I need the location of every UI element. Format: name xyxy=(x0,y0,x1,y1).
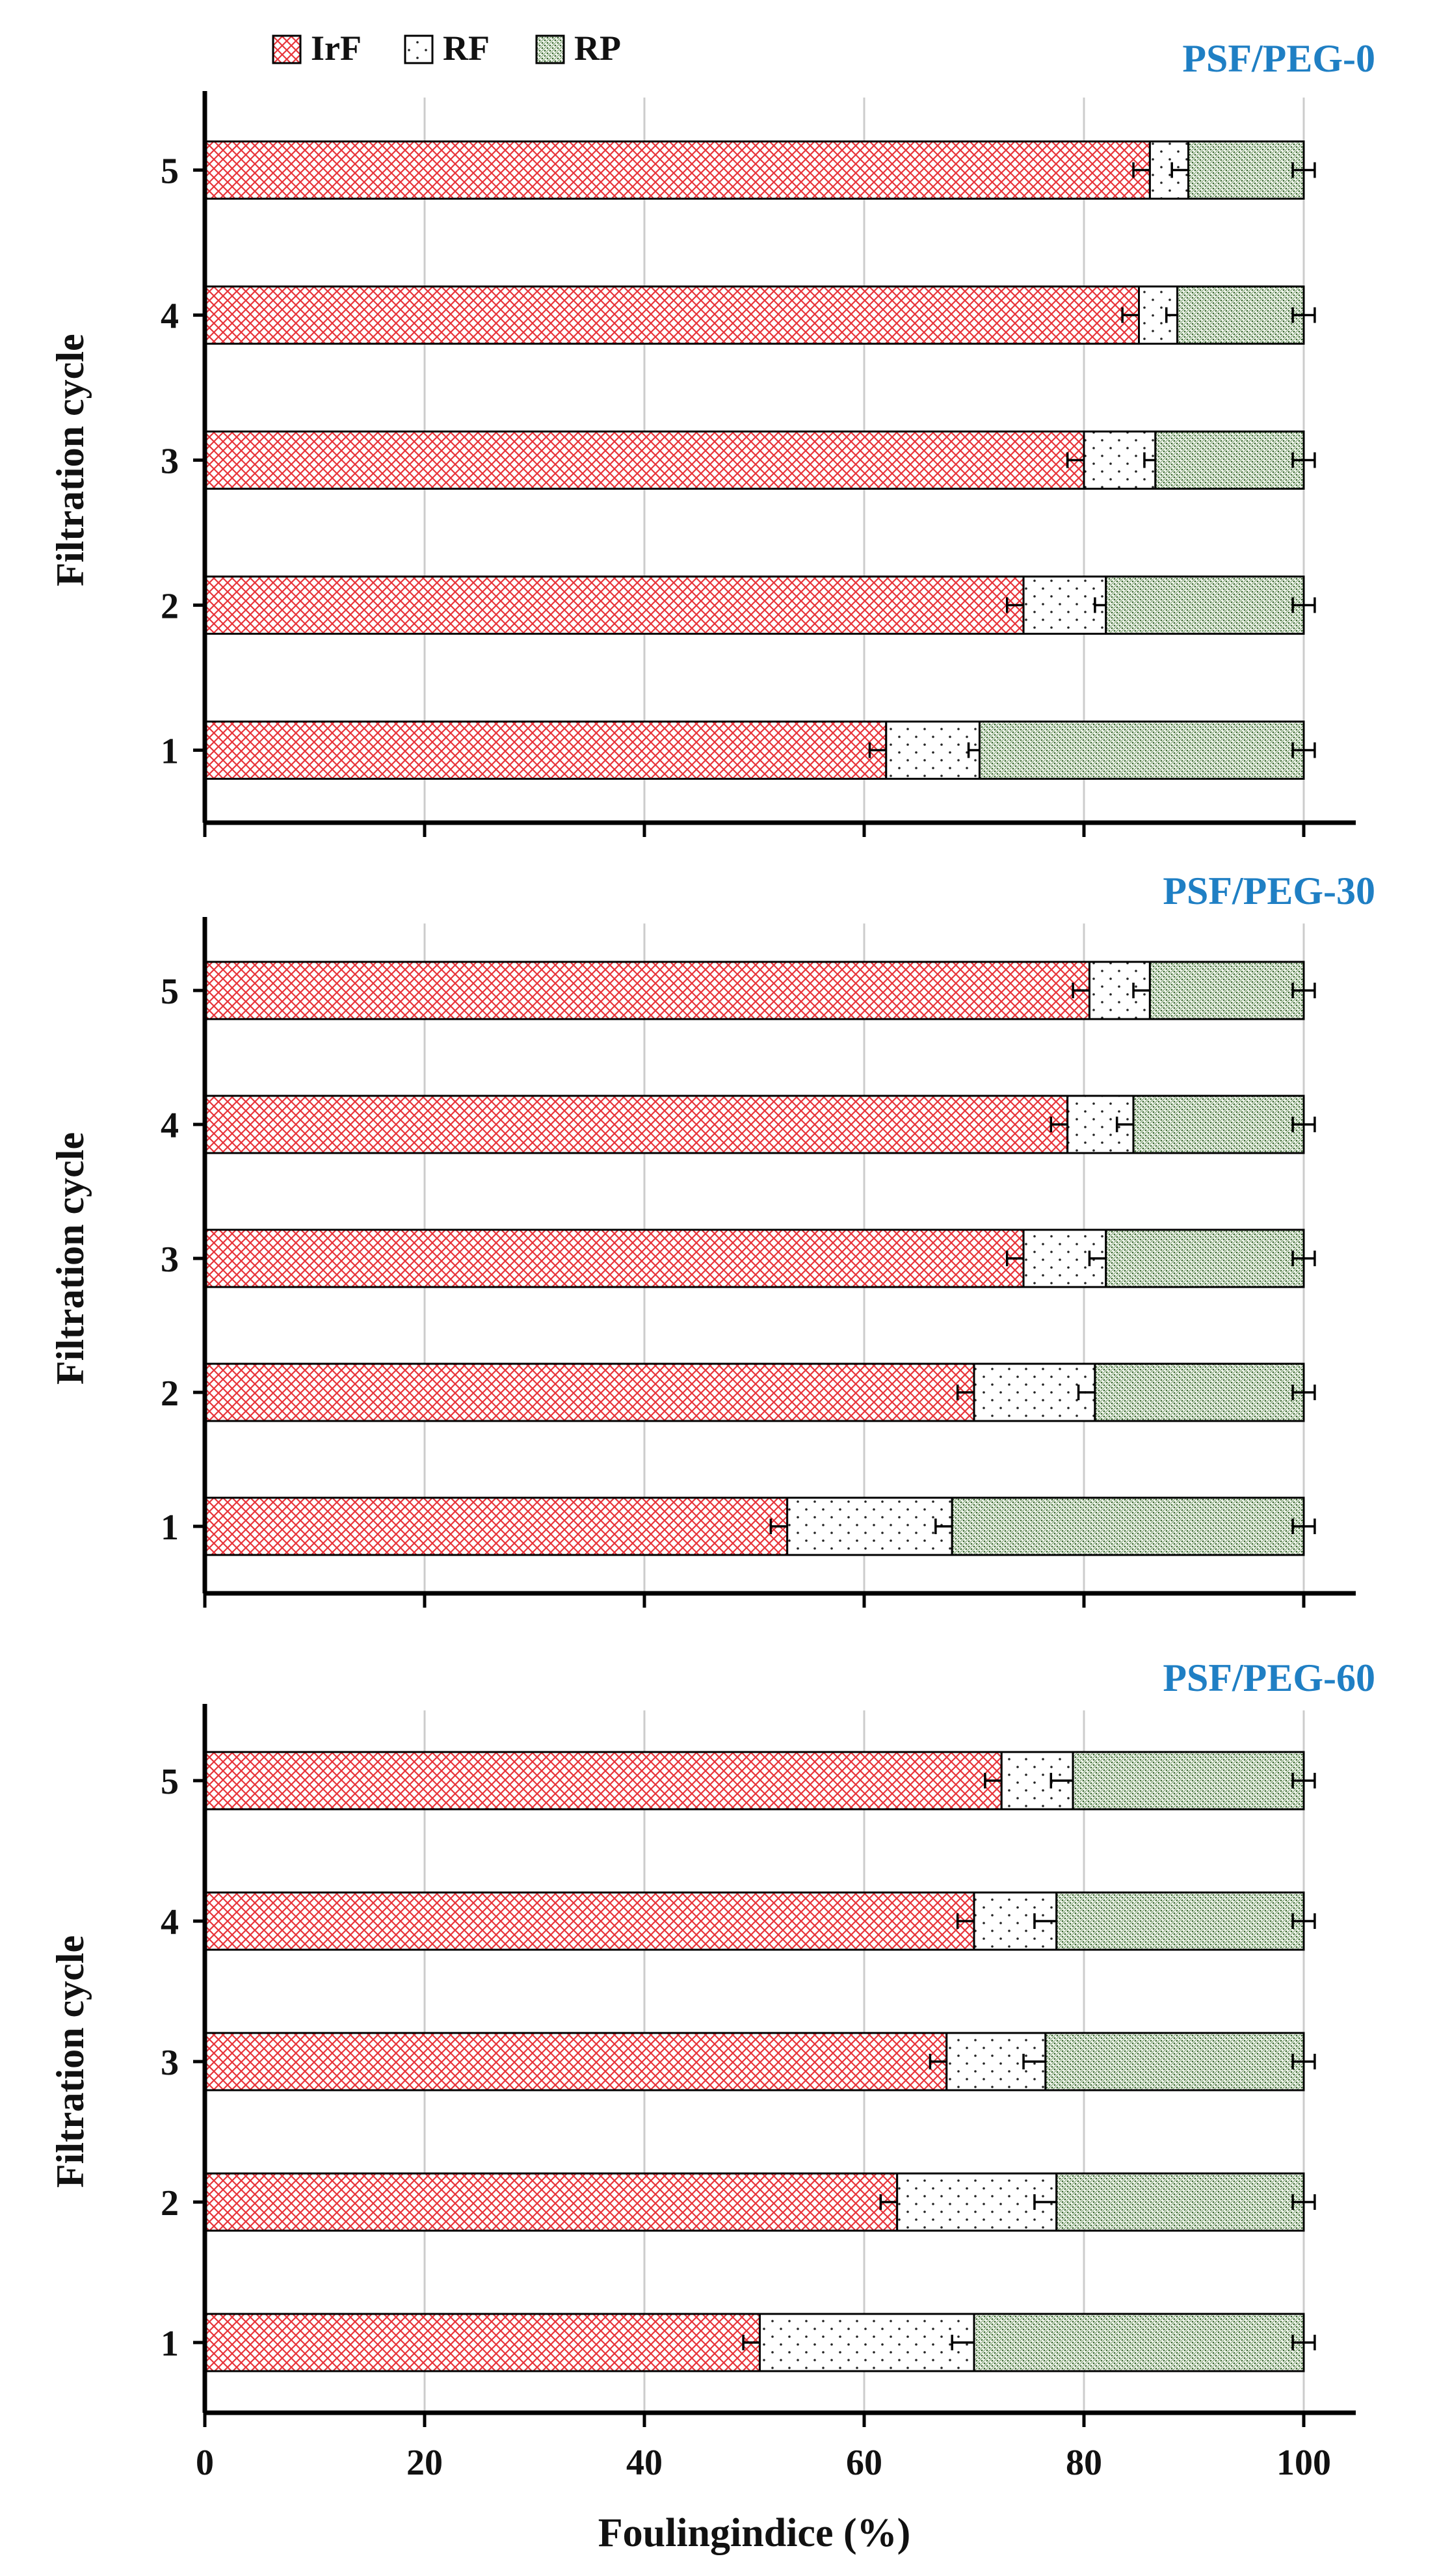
x-tick-label: 0 xyxy=(196,2443,214,2483)
bar-rp xyxy=(1176,285,1305,345)
chart-panel-1: PSF/PEG-0 Filtration cycle 1 2 3 4 5 xyxy=(49,37,1375,837)
y-tick-label: 1 xyxy=(161,2324,179,2364)
bar-irf xyxy=(204,2032,948,2091)
bar-irf xyxy=(204,140,1151,200)
bar-rp xyxy=(978,721,1305,780)
bar-irf xyxy=(204,1751,1003,1811)
y-axis-label: Filtration cycle xyxy=(49,334,92,586)
bar-rp xyxy=(1187,140,1305,200)
y-tick-label: 4 xyxy=(161,1106,179,1146)
y-tick-label: 2 xyxy=(161,2183,179,2224)
bar-rp xyxy=(951,1496,1305,1556)
y-tick-label: 4 xyxy=(161,1902,179,1943)
bar-rf xyxy=(896,2172,1058,2232)
bar-irf xyxy=(204,1496,789,1556)
bar-irf xyxy=(204,1095,1069,1154)
bar-irf xyxy=(204,721,888,780)
y-tick-label: 5 xyxy=(161,152,179,192)
bar-rp xyxy=(1148,961,1305,1020)
bar-rp xyxy=(1105,576,1305,635)
y-axis-label: Filtration cycle xyxy=(49,1935,92,2188)
bar-rf xyxy=(758,2313,975,2372)
bar-rp xyxy=(1094,1362,1305,1422)
bar-rf xyxy=(786,1496,953,1556)
x-tick-label: 20 xyxy=(406,2443,443,2483)
y-axis-label: Filtration cycle xyxy=(49,1132,92,1385)
y-tick-label: 3 xyxy=(161,1240,179,1280)
bar-rp xyxy=(1105,1228,1305,1288)
bar-irf xyxy=(204,431,1085,490)
bar-irf xyxy=(204,285,1140,345)
bar-rf xyxy=(973,1362,1096,1422)
bar-rp xyxy=(1055,1891,1305,1951)
x-tick-label: 80 xyxy=(1066,2443,1102,2483)
bar-rf xyxy=(885,721,981,780)
bar-irf xyxy=(204,2313,761,2372)
legend-label-irf: IrF xyxy=(311,29,362,68)
legend-swatch-irf xyxy=(272,34,302,64)
panel-title: PSF/PEG-30 xyxy=(1163,870,1375,912)
bar-irf xyxy=(204,1228,1025,1288)
y-tick-label: 5 xyxy=(161,1762,179,1802)
legend-swatch-rp xyxy=(535,34,565,64)
y-tick-label: 3 xyxy=(161,442,179,482)
legend-label-rf: RF xyxy=(443,29,490,68)
bar-rp xyxy=(1055,2172,1305,2232)
legend: IrF RF RP xyxy=(272,29,621,68)
x-tick-label: 100 xyxy=(1276,2443,1331,2483)
legend-label-rp: RP xyxy=(574,29,621,68)
bar-irf xyxy=(204,576,1025,635)
bar-rp xyxy=(1072,1751,1305,1811)
x-axis-title: Foulingindice (%) xyxy=(598,2511,911,2555)
bar-irf xyxy=(204,961,1090,1020)
bar-irf xyxy=(204,2172,899,2232)
bar-irf xyxy=(204,1362,975,1422)
bar-rf xyxy=(1066,1095,1135,1154)
y-tick-label: 3 xyxy=(161,2043,179,2083)
legend-swatch-rf xyxy=(404,34,434,64)
panel-title: PSF/PEG-0 xyxy=(1182,37,1375,80)
bar-irf xyxy=(204,1891,975,1951)
bar-rp xyxy=(973,2313,1305,2372)
bar-rp xyxy=(1154,431,1305,490)
y-tick-label: 5 xyxy=(161,972,179,1012)
chart-panel-2: PSF/PEG-30 Filtration cycle 1 2 3 4 5 xyxy=(49,870,1375,1608)
y-tick-label: 1 xyxy=(161,732,179,772)
chart-panel-3: PSF/PEG-60 Filtration cycle 1 2 3 4 5 0 20 40 60 80… xyxy=(49,1656,1375,2555)
y-tick-label: 1 xyxy=(161,1507,179,1548)
y-tick-label: 2 xyxy=(161,587,179,627)
x-tick-label: 40 xyxy=(626,2443,663,2483)
y-tick-label: 2 xyxy=(161,1374,179,1414)
x-tick-label: 60 xyxy=(846,2443,882,2483)
bar-rp xyxy=(1044,2032,1305,2091)
bar-rp xyxy=(1132,1095,1305,1154)
y-tick-label: 4 xyxy=(161,297,179,337)
panel-title: PSF/PEG-60 xyxy=(1163,1656,1375,1699)
bar-rf xyxy=(1022,576,1107,635)
